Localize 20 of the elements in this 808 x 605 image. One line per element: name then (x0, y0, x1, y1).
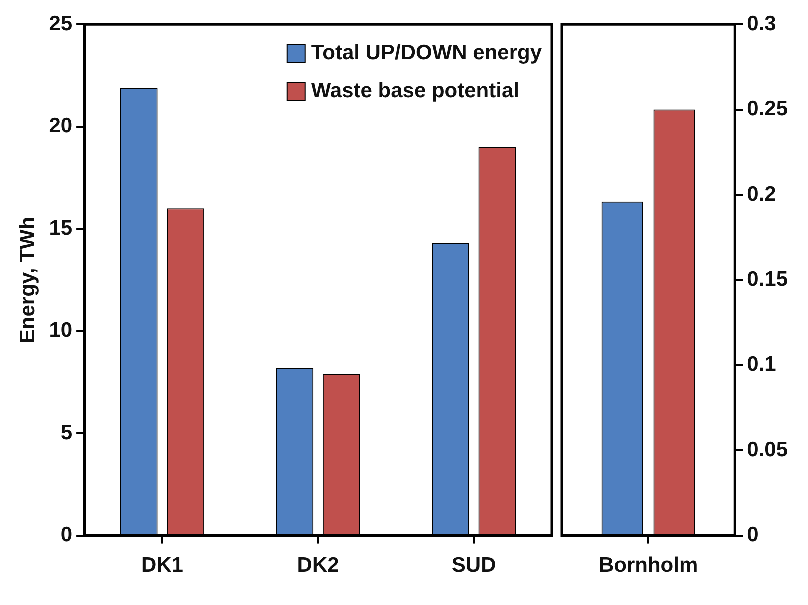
y2-tick-label: 0.25 (747, 98, 788, 121)
y2-tick-label: 0.15 (747, 268, 788, 291)
y2-tick-label: 0.2 (747, 182, 776, 206)
x-tick-label: SUD (452, 554, 496, 578)
y2-tick-label: 0.05 (747, 438, 788, 462)
y-tick-label: 20 (49, 114, 73, 138)
x-tick-label: DK1 (141, 554, 184, 578)
y-axis-title: Energy, TWh (16, 216, 40, 344)
y-tick-label: 10 (49, 319, 73, 342)
y-tick-label: 0 (60, 524, 73, 547)
y-tick-label: 25 (49, 12, 73, 36)
x-tick-label: Bornholm (598, 554, 698, 578)
y2-tick-label: 0 (747, 524, 759, 547)
legend-label: Total UP/DOWN energy (311, 41, 542, 64)
y2-tick-label: 0.1 (747, 353, 777, 376)
y-tick-label: 5 (60, 421, 73, 444)
y2-tick-label: 0.3 (747, 12, 776, 36)
y-tick-label: 15 (49, 216, 73, 240)
legend-label: Waste base potential (311, 79, 520, 102)
x-tick-label: DK2 (297, 554, 340, 578)
